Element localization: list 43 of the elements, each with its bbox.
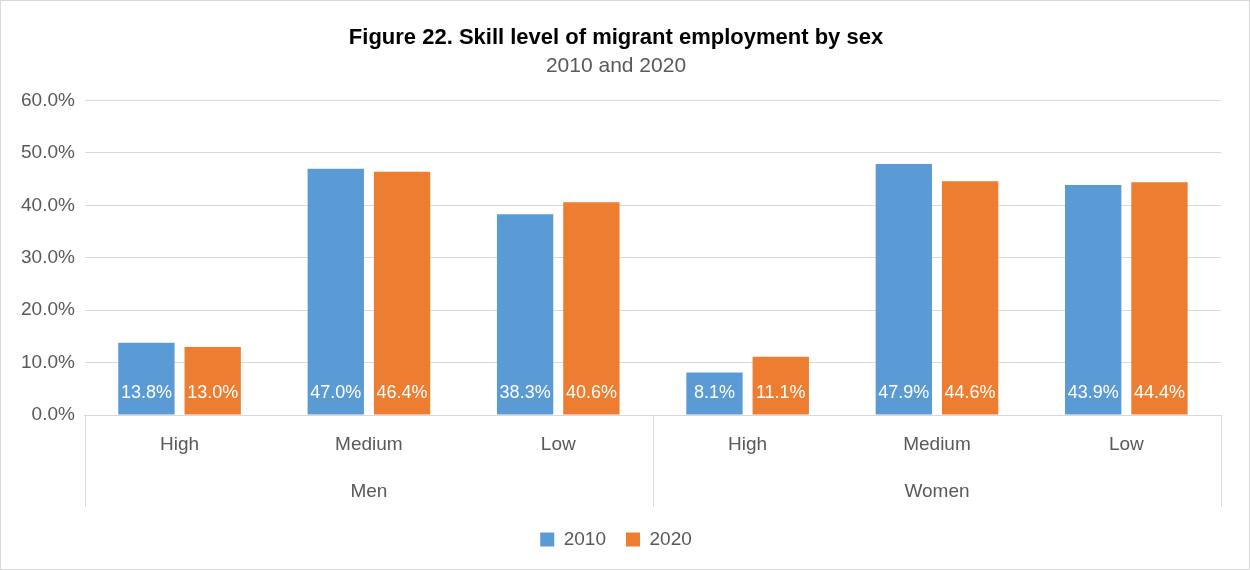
data-label: 40.6% xyxy=(565,381,617,402)
data-label: 44.4% xyxy=(1133,381,1185,402)
data-label: 44.6% xyxy=(944,381,996,402)
data-label: 11.1% xyxy=(755,381,806,402)
bar xyxy=(1065,184,1122,415)
bar xyxy=(752,356,809,415)
y-tick-label: 60.0% xyxy=(21,88,75,110)
bar xyxy=(496,214,554,415)
data-label: 38.3% xyxy=(499,381,551,402)
bar xyxy=(307,168,364,415)
data-label: 13.0% xyxy=(187,381,239,402)
x-tick-label: High xyxy=(728,432,768,454)
data-label: 43.9% xyxy=(1067,381,1119,402)
bar xyxy=(1131,182,1188,415)
text: Women xyxy=(904,480,970,502)
legend-label: 2010 xyxy=(563,527,607,549)
bar xyxy=(875,164,932,415)
y-tick-label: 10.0% xyxy=(21,350,75,372)
chart-subtitle: 2010 and 2020 xyxy=(545,52,687,76)
text: Men xyxy=(350,480,388,502)
bar xyxy=(941,181,999,415)
bar xyxy=(118,342,175,415)
x-tick-label: Medium xyxy=(903,432,971,454)
bar xyxy=(563,202,620,415)
data-label: 47.9% xyxy=(878,381,930,402)
y-tick-label: 20.0% xyxy=(21,298,75,320)
x-tick-label: Low xyxy=(1108,432,1145,454)
data-label: 46.4% xyxy=(376,381,428,402)
x-tick-label: High xyxy=(160,432,200,454)
chart-title: Figure 22. Skill level of migrant employment by sex xyxy=(348,24,884,50)
x-tick-label: Medium xyxy=(335,432,403,454)
data-label: 47.0% xyxy=(310,381,362,402)
y-tick-label: 30.0% xyxy=(21,246,75,268)
bar xyxy=(184,346,241,415)
data-label: 8.1% xyxy=(693,381,735,402)
y-tick-label: 50.0% xyxy=(21,141,75,163)
y-tick-label: 40.0% xyxy=(21,193,75,215)
bar xyxy=(686,372,743,415)
legend-label: 2020 xyxy=(649,527,692,549)
y-tick-label: 0.0% xyxy=(31,403,75,425)
x-tick-label: Low xyxy=(540,432,576,454)
bar xyxy=(373,171,431,415)
data-label: 13.8% xyxy=(120,381,172,402)
